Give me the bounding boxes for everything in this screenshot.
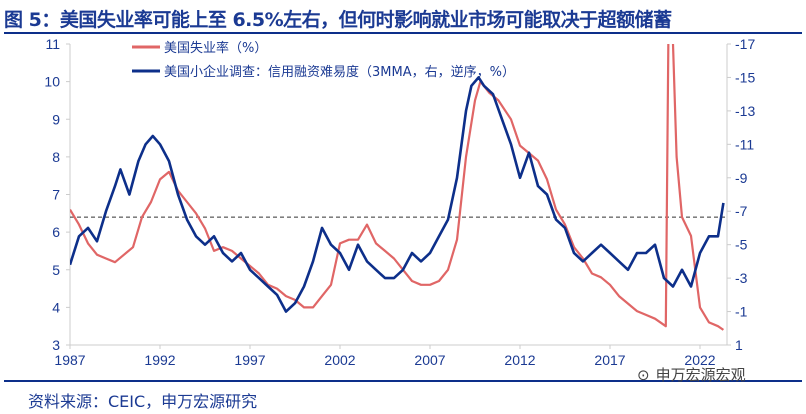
watermark: ⊙ 申万宏源宏观 — [637, 364, 746, 385]
x-tick-label: 2012 — [504, 352, 535, 368]
left-tick-label: 4 — [52, 299, 60, 315]
left-tick-label: 11 — [45, 36, 60, 52]
x-tick-label: 2017 — [594, 352, 625, 368]
right-tick-label: -5 — [735, 237, 748, 253]
left-tick-label: 7 — [52, 187, 60, 203]
legend-label-unemployment: 美国失业率（%） — [164, 40, 267, 56]
right-tick-label: -11 — [735, 136, 754, 152]
right-tick-label: -13 — [735, 103, 755, 119]
right-tick-label: -9 — [735, 170, 748, 186]
right-tick-label: 1 — [735, 337, 743, 353]
right-tick-label: -17 — [735, 36, 755, 52]
right-tick-label: -1 — [735, 304, 748, 320]
x-tick-label: 1992 — [144, 352, 175, 368]
nfib-credit-line — [70, 76, 725, 313]
left-tick-label: 5 — [52, 262, 60, 278]
legend-label-nfib: 美国小企业调查：信用融资难易度（3MMA，右，逆序，%） — [164, 64, 515, 80]
x-tick-label: 1997 — [234, 352, 265, 368]
left-tick-label: 3 — [52, 337, 60, 353]
right-tick-label: -7 — [735, 203, 748, 219]
left-tick-label: 8 — [52, 149, 60, 165]
title-divider — [4, 32, 802, 34]
source-note: 资料来源：CEIC，申万宏源研究 — [28, 392, 258, 411]
watermark-text: 申万宏源宏观 — [655, 366, 746, 384]
left-tick-label: 6 — [52, 224, 60, 240]
x-tick-label: 2002 — [324, 352, 355, 368]
right-tick-label: -15 — [735, 69, 755, 85]
x-tick-label: 2022 — [684, 352, 715, 368]
wechat-icon: ⊙ — [637, 365, 650, 384]
unemployment-line — [70, 44, 725, 331]
chart-title: 图 5：美国失业率可能上至 6.5%左右，但何时影响就业市场可能取决于超额储蓄 — [4, 9, 672, 31]
x-tick-label: 2007 — [414, 352, 445, 368]
x-tick-label: 1987 — [54, 352, 85, 368]
left-tick-label: 10 — [44, 74, 60, 90]
left-tick-label: 9 — [52, 111, 60, 127]
right-tick-label: -3 — [735, 270, 748, 286]
footer-divider — [4, 380, 802, 382]
